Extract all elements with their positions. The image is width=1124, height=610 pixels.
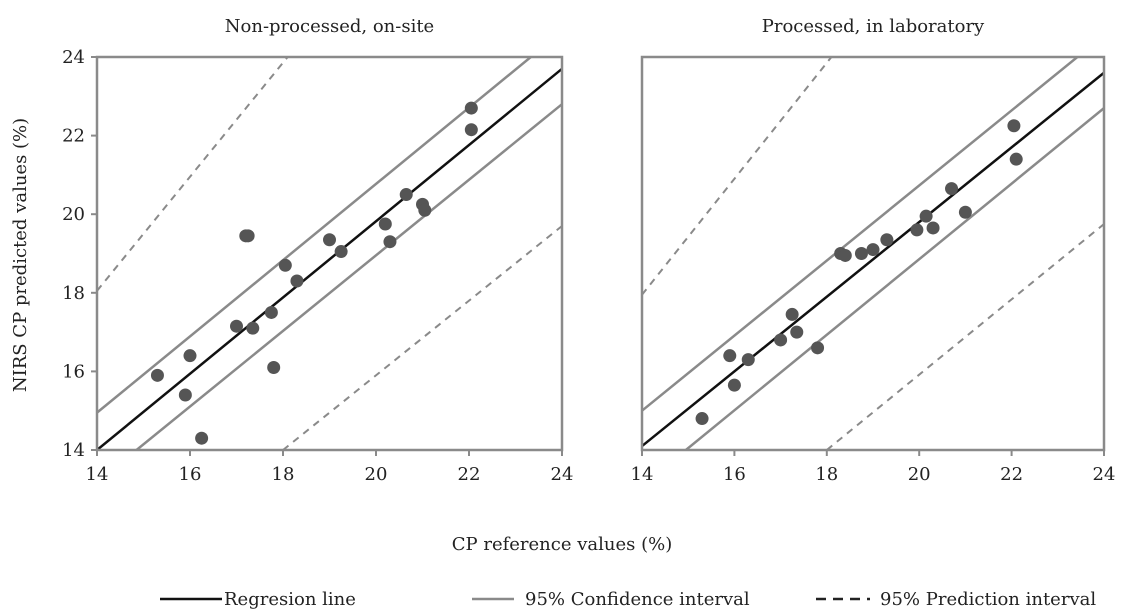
confidence-interval-lower-line: [685, 107, 1104, 450]
data-point: [741, 353, 755, 367]
x-tick-label: 14: [86, 464, 109, 485]
panel-title: Processed, in laboratory: [762, 16, 985, 37]
x-tick-label: 20: [908, 464, 931, 485]
data-point: [290, 274, 304, 288]
legend-confidence-label: 95% Confidence interval: [525, 589, 750, 610]
confidence-interval-upper-line: [642, 57, 1080, 412]
data-point: [230, 319, 243, 333]
data-point: [464, 101, 478, 115]
data-point: [418, 203, 432, 217]
x-tick-label: 14: [631, 464, 654, 485]
panel-title: Non-processed, on-site: [225, 16, 434, 37]
y-tick-label: 20: [62, 204, 85, 225]
data-point: [195, 431, 209, 445]
x-tick-label: 20: [365, 464, 388, 485]
confidence-interval-lower-line: [135, 103, 562, 450]
legend-prediction-label: 95% Prediction interval: [880, 589, 1096, 610]
data-point: [945, 182, 959, 196]
y-tick-label: 16: [62, 361, 85, 382]
prediction-interval-upper-line: [97, 57, 289, 292]
data-point: [811, 341, 825, 355]
data-point: [178, 388, 192, 402]
data-point: [399, 188, 413, 202]
data-point: [854, 247, 868, 260]
y-tick-label: 14: [62, 440, 85, 461]
x-tick-label: 16: [723, 464, 746, 485]
x-tick-label: 18: [815, 464, 838, 485]
data-point: [383, 235, 397, 249]
data-point: [1007, 119, 1021, 133]
data-point: [958, 205, 972, 219]
data-point: [774, 333, 788, 347]
legend-regression-label: Regresion line: [224, 589, 356, 610]
y-tick-label: 18: [62, 283, 85, 304]
confidence-interval-upper-line: [97, 57, 533, 414]
panel-non-processed: Non-processed, on-site 14 16 18 20 22 24 14 16 18…: [62, 16, 573, 485]
data-point: [919, 209, 933, 223]
prediction-interval-lower-line: [826, 223, 1104, 450]
data-point: [464, 123, 478, 137]
data-point: [183, 349, 197, 363]
data-point: [378, 217, 392, 231]
regression-line: [642, 71, 1104, 448]
data-point: [278, 258, 292, 272]
data-point: [150, 368, 164, 382]
data-point: [910, 223, 924, 237]
data-point: [695, 412, 709, 426]
data-point: [246, 321, 260, 335]
x-tick-label: 18: [272, 464, 295, 485]
panel-processed: Processed, in laboratory 14 16 18 20 22 24: [631, 16, 1116, 485]
x-axis-label: CP reference values (%): [452, 534, 673, 555]
y-tick-label: 22: [62, 126, 85, 147]
prediction-interval-lower-line: [282, 225, 562, 450]
y-tick-label: 24: [62, 47, 85, 68]
data-point: [723, 349, 737, 363]
x-tick-label: 22: [1000, 464, 1023, 485]
data-point: [785, 307, 799, 321]
data-point: [323, 233, 336, 247]
data-point: [241, 229, 255, 243]
data-point: [727, 378, 741, 392]
prediction-interval-upper-line: [642, 57, 833, 296]
regression-line: [97, 67, 562, 450]
data-point: [838, 248, 852, 262]
data-point: [267, 360, 281, 374]
data-point: [790, 325, 804, 339]
data-point: [866, 243, 880, 257]
x-tick-label: 24: [1093, 464, 1116, 485]
data-point: [926, 221, 940, 235]
x-tick-label: 16: [179, 464, 202, 485]
plot-frame: [640, 55, 1106, 452]
plot-frame: [95, 55, 564, 452]
data-point: [334, 245, 348, 259]
y-axis-label: NIRS CP predicted values (%): [10, 118, 31, 392]
data-point: [880, 233, 894, 247]
data-point: [264, 305, 278, 319]
legend: Regresion line 95% Confidence interval 9…: [160, 589, 1096, 610]
x-tick-label: 24: [551, 464, 574, 485]
data-point: [1009, 152, 1023, 166]
x-tick-label: 22: [458, 464, 481, 485]
